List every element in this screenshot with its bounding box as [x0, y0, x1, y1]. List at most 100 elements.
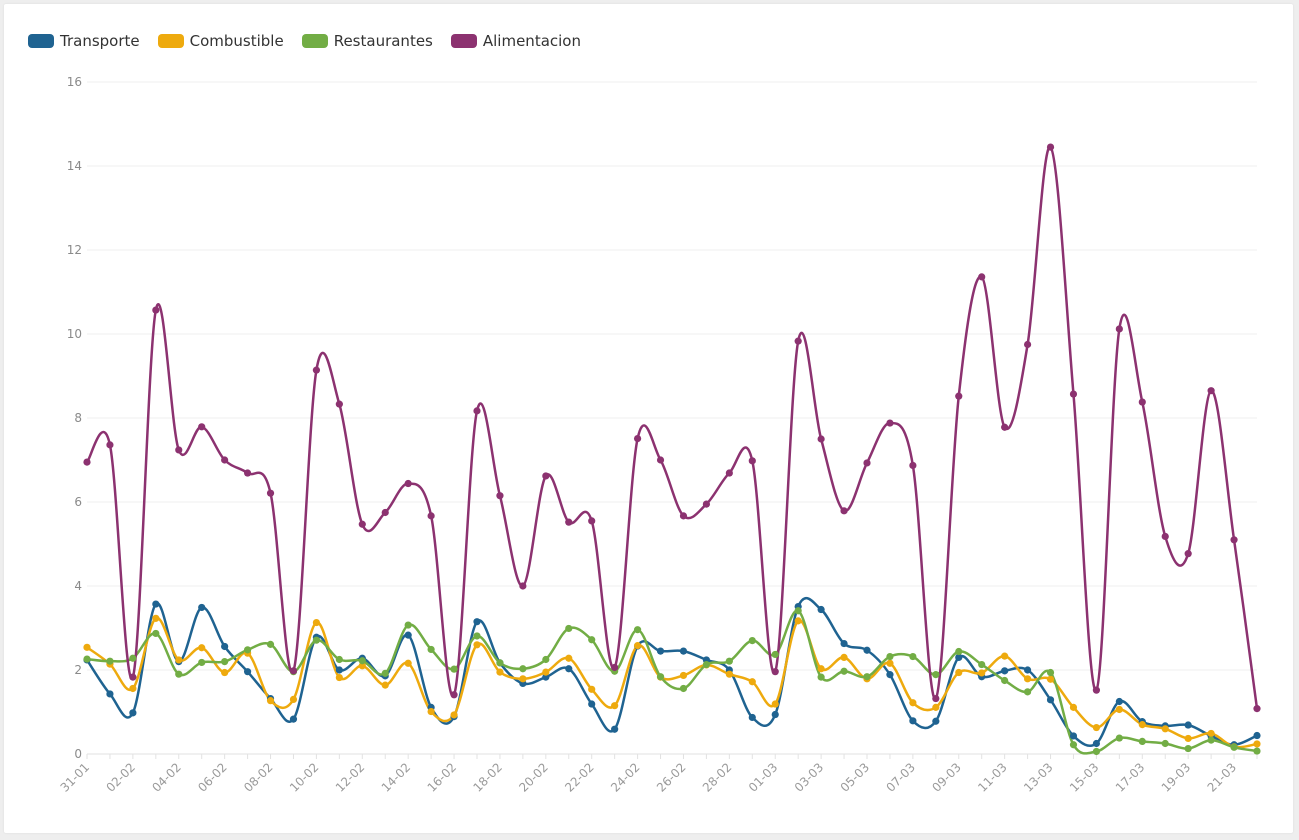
series-lines [85, 145, 1259, 755]
x-tick-label: 01-03 [746, 760, 781, 795]
data-point-alimentacion [175, 446, 183, 454]
data-point-restaurantes [565, 624, 573, 633]
data-point-combustible [358, 662, 366, 670]
data-point-restaurantes [955, 647, 963, 656]
data-point-transporte [221, 642, 229, 651]
legend-item-transporte[interactable]: Transporte [28, 32, 140, 50]
data-point-combustible [198, 644, 206, 652]
data-point-restaurantes [817, 673, 825, 681]
data-point-restaurantes [771, 650, 779, 659]
y-tick-label: 0 [74, 747, 82, 761]
data-point-alimentacion [679, 512, 688, 520]
legend-swatch-restaurantes [301, 34, 328, 48]
data-point-restaurantes [1230, 743, 1238, 751]
x-tick-label: 17-03 [1113, 760, 1148, 795]
series-points-transporte [83, 600, 1261, 749]
legend-label: Alimentacion [482, 32, 581, 50]
x-tick-label: 20-02 [516, 760, 551, 795]
data-point-alimentacion [748, 457, 756, 465]
data-point-alimentacion [863, 459, 871, 467]
data-point-restaurantes [335, 655, 343, 664]
data-point-combustible [450, 711, 458, 719]
data-point-combustible [1253, 740, 1261, 748]
data-point-restaurantes [473, 632, 481, 640]
data-point-alimentacion [83, 458, 91, 466]
data-point-restaurantes [702, 660, 711, 669]
data-point-alimentacion [794, 337, 802, 345]
data-point-combustible [840, 653, 848, 662]
series-points-combustible [83, 614, 1261, 751]
data-point-transporte [1092, 739, 1101, 748]
data-point-transporte [932, 717, 940, 725]
data-point-combustible [1138, 721, 1146, 729]
data-point-alimentacion [1253, 705, 1261, 713]
data-point-alimentacion [1001, 423, 1009, 431]
x-axis: 31-01 02-02 04-02 06-02 08-02 10-02 12-02 14-02… [58, 754, 1258, 795]
data-point-transporte [565, 665, 573, 673]
data-point-alimentacion [1230, 536, 1238, 544]
data-point-alimentacion [358, 520, 366, 528]
x-tick-label: 12-02 [333, 760, 368, 795]
data-point-combustible [152, 614, 160, 622]
data-point-combustible [83, 643, 91, 651]
data-point-restaurantes [266, 640, 275, 648]
data-point-restaurantes [633, 626, 642, 634]
y-tick-label: 10 [67, 327, 82, 341]
data-point-restaurantes [358, 657, 366, 665]
data-point-combustible [312, 618, 321, 627]
data-point-alimentacion [978, 273, 986, 281]
data-point-alimentacion [404, 479, 412, 488]
data-point-restaurantes [863, 673, 871, 681]
x-tick-label: 03-03 [792, 760, 827, 795]
data-point-alimentacion [932, 694, 940, 703]
data-point-transporte [129, 709, 137, 717]
data-point-restaurantes [886, 652, 894, 661]
data-point-combustible [496, 668, 504, 676]
data-point-transporte [106, 690, 114, 698]
data-point-alimentacion [633, 434, 642, 443]
x-tick-label: 14-02 [379, 760, 414, 795]
data-point-restaurantes [1161, 739, 1169, 748]
data-point-combustible [679, 671, 688, 680]
data-point-restaurantes [1046, 668, 1055, 677]
data-point-alimentacion [335, 400, 343, 408]
data-point-restaurantes [221, 658, 229, 666]
y-tick-label: 12 [67, 243, 82, 257]
y-axis: 0 2 4 6 8 10 12 14 16 [67, 75, 82, 761]
data-point-transporte [840, 639, 848, 648]
data-point-combustible [1001, 652, 1009, 660]
legend-item-restaurantes[interactable]: Restaurantes [301, 32, 433, 50]
data-point-combustible [978, 669, 986, 677]
data-point-combustible [519, 675, 527, 683]
data-point-restaurantes [542, 655, 550, 664]
data-point-restaurantes [1001, 676, 1009, 685]
x-tick-label: 18-02 [471, 760, 506, 795]
data-point-combustible [473, 641, 481, 649]
data-point-combustible [633, 642, 642, 650]
data-point-restaurantes [450, 665, 458, 673]
x-tick-label: 21-03 [1205, 760, 1240, 795]
data-point-transporte [198, 603, 206, 612]
legend-item-alimentacion[interactable]: Alimentacion [450, 32, 581, 50]
legend-label: Transporte [60, 32, 140, 50]
legend-item-combustible[interactable]: Combustible [157, 32, 284, 50]
x-tick-label: 10-02 [287, 760, 322, 795]
data-point-combustible [955, 668, 963, 677]
data-point-restaurantes [840, 667, 848, 675]
data-point-restaurantes [83, 655, 91, 663]
data-point-alimentacion [656, 456, 665, 464]
grid-lines [87, 81, 1257, 755]
data-point-restaurantes [656, 673, 665, 681]
data-point-combustible [129, 684, 137, 693]
data-point-restaurantes [106, 657, 114, 665]
data-point-transporte [1001, 667, 1009, 675]
y-tick-label: 4 [74, 579, 82, 593]
data-point-combustible [932, 703, 940, 711]
data-point-alimentacion [1161, 532, 1169, 541]
y-tick-label: 16 [67, 75, 82, 89]
data-point-combustible [289, 695, 298, 704]
data-point-alimentacion [542, 472, 550, 480]
data-point-combustible [817, 665, 825, 673]
data-point-restaurantes [175, 670, 183, 678]
data-point-combustible [1115, 705, 1123, 714]
